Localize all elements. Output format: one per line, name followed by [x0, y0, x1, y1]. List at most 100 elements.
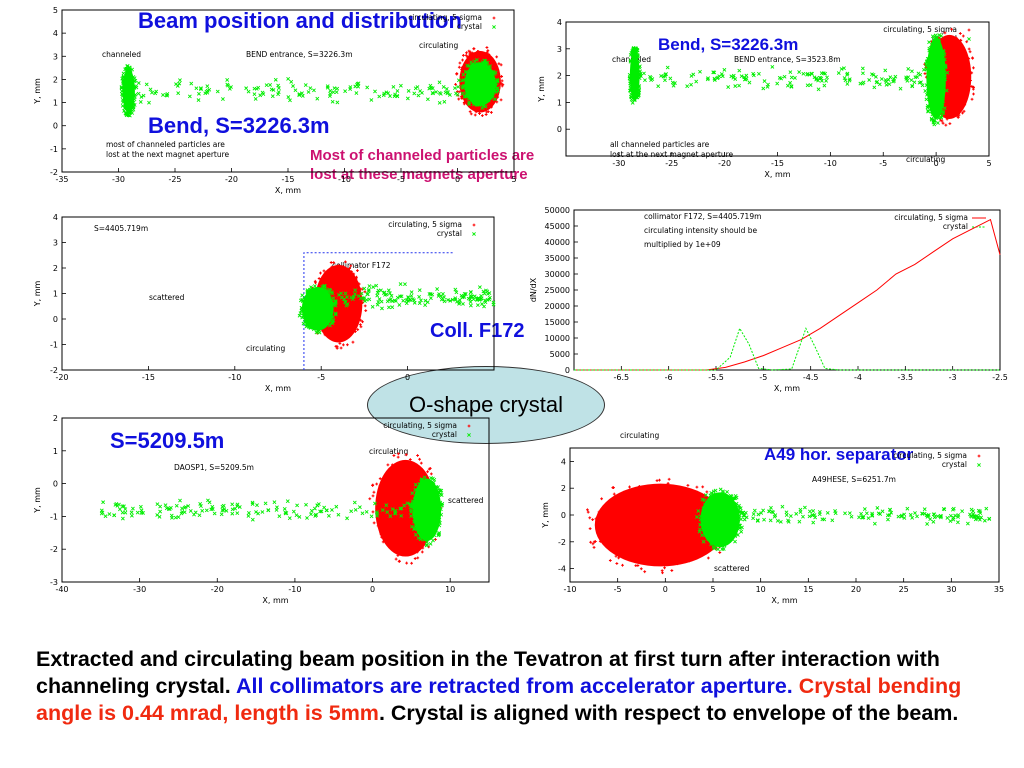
- circulating-marker: [465, 51, 468, 55]
- crystal-marker: [323, 286, 328, 291]
- legend-crystal: crystal: [457, 22, 482, 31]
- crystal-marker: [442, 99, 447, 104]
- y-tick-label: 30000: [545, 270, 570, 279]
- circulating-marker: [501, 83, 505, 87]
- circulating-marker: [396, 455, 400, 459]
- crystal-marker: [639, 74, 643, 78]
- crystal-marker: [814, 76, 819, 81]
- crystal-marker: [409, 524, 414, 529]
- crystal-marker: [691, 72, 696, 77]
- crystal-marker: [475, 62, 480, 67]
- crystal-marker: [472, 232, 476, 236]
- crystal-marker: [864, 511, 869, 516]
- x-tick-label: -20: [718, 159, 731, 168]
- crystal-marker: [920, 83, 925, 88]
- crystal-marker: [938, 515, 943, 520]
- crystal-marker: [875, 79, 880, 84]
- crystal-marker: [129, 107, 133, 112]
- circulating-marker: [495, 55, 499, 59]
- crystal-marker: [252, 92, 257, 97]
- circulating-marker: [398, 559, 401, 563]
- crystal-marker: [423, 298, 428, 303]
- crystal-marker: [335, 86, 340, 91]
- crystal-marker: [220, 504, 225, 509]
- crystal-marker: [103, 514, 108, 519]
- crystal-marker: [720, 74, 725, 79]
- crystal-marker: [335, 100, 340, 105]
- y-tick-label: 1: [53, 99, 58, 108]
- crystal-marker: [972, 515, 976, 520]
- crystal-marker: [665, 65, 670, 70]
- circulating-marker: [600, 497, 604, 501]
- crystal-marker: [775, 518, 780, 523]
- crystal-marker: [700, 533, 704, 538]
- circulating-marker: [489, 111, 493, 114]
- crystal-marker: [312, 506, 317, 511]
- crystal-marker: [230, 511, 235, 516]
- crystal-marker: [187, 94, 192, 99]
- x-tick-label: -25: [665, 159, 678, 168]
- crystal-marker: [862, 507, 867, 511]
- annotation-line3: multiplied by 1e+09: [644, 240, 721, 249]
- crystal-marker: [194, 86, 199, 91]
- crystal-marker: [412, 298, 416, 303]
- oshape-label: O-shape crystal: [408, 392, 564, 417]
- crystal-marker: [925, 92, 929, 97]
- crystal-marker: [308, 287, 312, 292]
- crystal-marker: [230, 502, 235, 507]
- crystal-marker: [782, 74, 787, 79]
- circulating-marker: [371, 494, 375, 498]
- crystal-marker: [940, 103, 945, 108]
- circulating-marker: [486, 110, 490, 114]
- crystal-marker: [785, 83, 790, 88]
- crystal-marker: [632, 98, 637, 102]
- crystal-marker: [737, 503, 741, 508]
- crystal-marker: [121, 71, 126, 76]
- circulating-marker: [971, 87, 975, 91]
- crystal-marker: [637, 84, 642, 88]
- x-tick-label: -3: [949, 373, 957, 382]
- crystal-marker: [276, 92, 281, 97]
- crystal-marker: [942, 63, 947, 68]
- crystal-marker: [255, 503, 259, 508]
- crystal-marker: [256, 511, 261, 516]
- crystal-marker: [389, 293, 394, 298]
- circulating-marker: [589, 540, 593, 544]
- crystal-marker: [369, 98, 374, 102]
- annotation-circulating: circulating: [906, 155, 945, 164]
- y-tick-label: 50000: [545, 206, 570, 215]
- circulating-marker: [346, 343, 349, 347]
- crystal-marker: [711, 70, 716, 75]
- crystal-marker: [423, 303, 428, 307]
- crystal-marker: [951, 517, 956, 522]
- crystal-marker: [709, 491, 714, 495]
- circulating-marker: [356, 269, 359, 272]
- x-tick-label: -5.5: [708, 373, 724, 382]
- crystal-marker: [629, 51, 634, 55]
- crystal-marker: [127, 68, 132, 73]
- crystal-marker: [802, 505, 807, 510]
- crystal-marker: [268, 82, 273, 87]
- crystal-marker: [780, 504, 785, 509]
- x-tick-label: -6: [665, 373, 673, 382]
- crystal-marker: [437, 520, 442, 525]
- crystal-marker: [135, 510, 140, 515]
- circulating-marker: [970, 97, 974, 101]
- y-tick-label: 20000: [545, 302, 570, 311]
- crystal-marker: [726, 85, 731, 89]
- crystal-marker: [417, 301, 422, 306]
- crystal-marker: [930, 112, 935, 117]
- crystal-marker: [872, 521, 877, 526]
- crystal-marker: [899, 513, 904, 518]
- crystal-marker: [250, 502, 255, 506]
- crystal-marker: [485, 297, 490, 302]
- crystal-marker: [333, 312, 338, 317]
- x-tick-label: -5: [879, 159, 887, 168]
- y-tick-label: 2: [561, 484, 566, 493]
- series-crystal-line: [574, 327, 1000, 371]
- crystal-marker: [697, 529, 702, 534]
- annotation-s: A49HESE, S=6251.7m: [812, 475, 896, 484]
- crystal-marker: [373, 89, 377, 94]
- circulating-marker: [959, 44, 963, 48]
- circulating-marker: [958, 40, 962, 44]
